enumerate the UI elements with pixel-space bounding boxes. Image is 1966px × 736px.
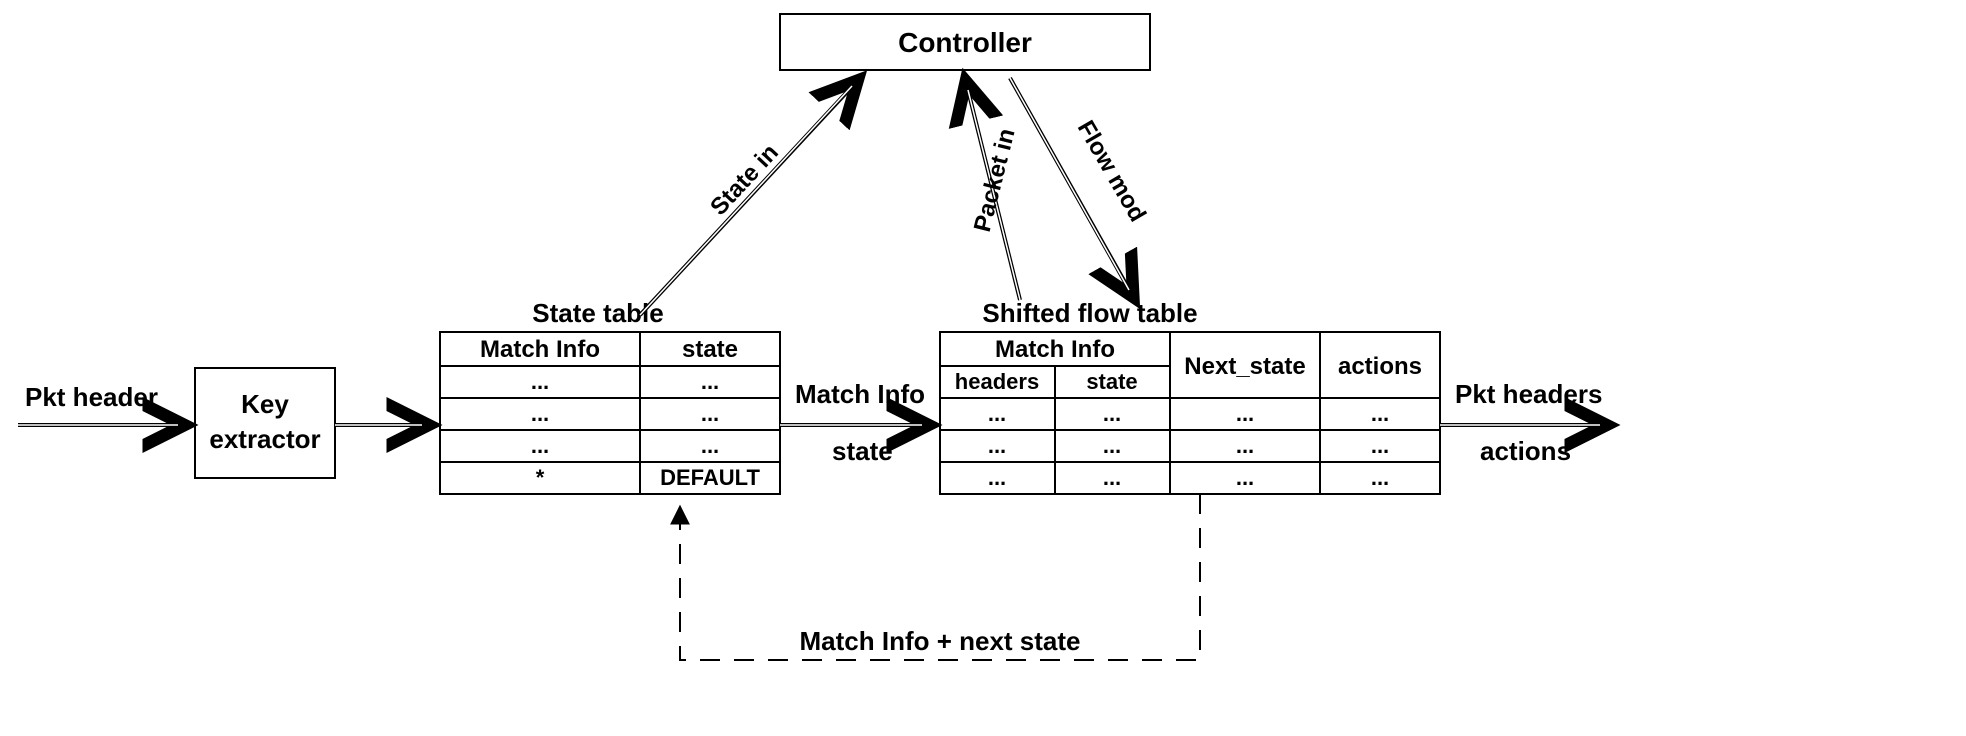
arrow-flow-mod: Flow mod <box>1010 78 1151 300</box>
packet-in-label: Packet in <box>969 126 1021 235</box>
state-table-r3c0: * <box>536 465 545 490</box>
shifted-table-col-1: state <box>1086 369 1137 394</box>
controller-node: Controller <box>780 14 1150 70</box>
sft-r2c3: ... <box>1371 465 1389 490</box>
controller-label: Controller <box>898 27 1032 58</box>
sft-r2c2: ... <box>1236 465 1254 490</box>
state-table-r1c1: ... <box>701 401 719 426</box>
feedback-label: Match Info + next state <box>800 626 1081 656</box>
match-info-label: Match Info <box>795 379 925 409</box>
sft-r1c1: ... <box>1103 433 1121 458</box>
sft-r2c0: ... <box>988 465 1006 490</box>
key-extractor-label-1: Key <box>241 389 289 419</box>
arrow-packet-in: Packet in <box>965 78 1021 300</box>
pkt-header-label: Pkt header <box>25 382 158 412</box>
state-table: State table Match Info state ... ... ...… <box>440 298 780 494</box>
state-table-r3c1: DEFAULT <box>660 465 760 490</box>
key-extractor-label-2: extractor <box>209 424 320 454</box>
state-table-r0c1: ... <box>701 369 719 394</box>
sft-r0c0: ... <box>988 401 1006 426</box>
shifted-table-group: Match Info <box>995 336 1115 363</box>
feedback-edge: Match Info + next state <box>680 494 1200 660</box>
shifted-flow-table-title: Shifted flow table <box>982 298 1197 328</box>
key-extractor-node: Key extractor <box>195 368 335 478</box>
state-label: state <box>832 436 893 466</box>
state-table-col-1: state <box>682 336 738 363</box>
sft-r2c1: ... <box>1103 465 1121 490</box>
shifted-table-col-0: headers <box>955 369 1039 394</box>
diagram-canvas: Controller Key extractor State table Mat… <box>0 0 1966 736</box>
state-table-r2c0: ... <box>531 433 549 458</box>
sft-r0c3: ... <box>1371 401 1389 426</box>
state-table-r0c0: ... <box>531 369 549 394</box>
actions-label: actions <box>1480 436 1571 466</box>
shifted-flow-table: Shifted flow table Match Info Next_state… <box>940 298 1440 494</box>
shifted-table-col-2: Next_state <box>1184 353 1305 380</box>
sft-r1c2: ... <box>1236 433 1254 458</box>
sft-r1c3: ... <box>1371 433 1389 458</box>
arrow-state-in: State in <box>640 78 860 315</box>
sft-r0c1: ... <box>1103 401 1121 426</box>
state-table-col-0: Match Info <box>480 336 600 363</box>
pkt-headers-label: Pkt headers <box>1455 379 1602 409</box>
state-table-r1c0: ... <box>531 401 549 426</box>
state-table-r2c1: ... <box>701 433 719 458</box>
sft-r0c2: ... <box>1236 401 1254 426</box>
sft-r1c0: ... <box>988 433 1006 458</box>
shifted-table-col-3: actions <box>1338 353 1422 380</box>
state-in-label: State in <box>705 139 784 221</box>
